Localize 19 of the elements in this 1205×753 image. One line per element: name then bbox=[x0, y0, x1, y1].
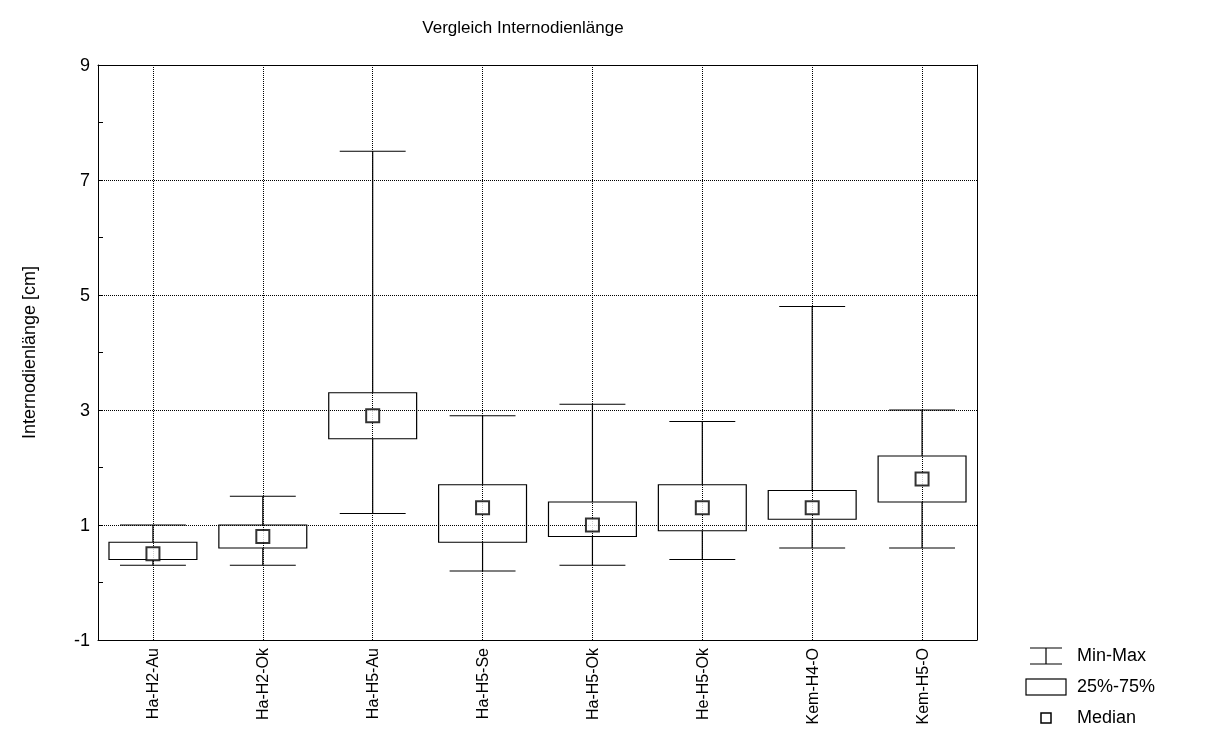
y-tick-label: 7 bbox=[79, 170, 90, 190]
y-tick-label: 3 bbox=[79, 400, 90, 420]
x-tick-label: Ha-H2-Au bbox=[144, 648, 162, 720]
x-tick-label: Ha-H5-Se bbox=[474, 647, 492, 720]
x-tick-label: Kem-H4-O bbox=[803, 648, 821, 725]
x-tick-label: Ha-H5-Ok bbox=[583, 647, 601, 721]
y-axis-title: Internodienlänge [cm] bbox=[19, 265, 39, 440]
y-tick-label: 5 bbox=[79, 285, 90, 305]
chart-title: Vergleich Internodienlänge bbox=[422, 18, 624, 37]
text: Min-Max bbox=[1077, 645, 1147, 666]
x-tick-label: Kem-H5-O bbox=[913, 648, 931, 725]
y-tick-label: -1 bbox=[73, 630, 90, 650]
x-tick-label: Ha-H5-Au bbox=[364, 648, 382, 720]
y-tick-label: 1 bbox=[79, 515, 90, 535]
y-tick-label: 9 bbox=[79, 55, 90, 75]
text: Median bbox=[1077, 707, 1137, 728]
x-tick-label: He-H5-Ok bbox=[693, 647, 711, 721]
x-tick-label: Ha-H2-Ok bbox=[254, 647, 272, 721]
text: 25%-75% bbox=[1077, 676, 1156, 697]
